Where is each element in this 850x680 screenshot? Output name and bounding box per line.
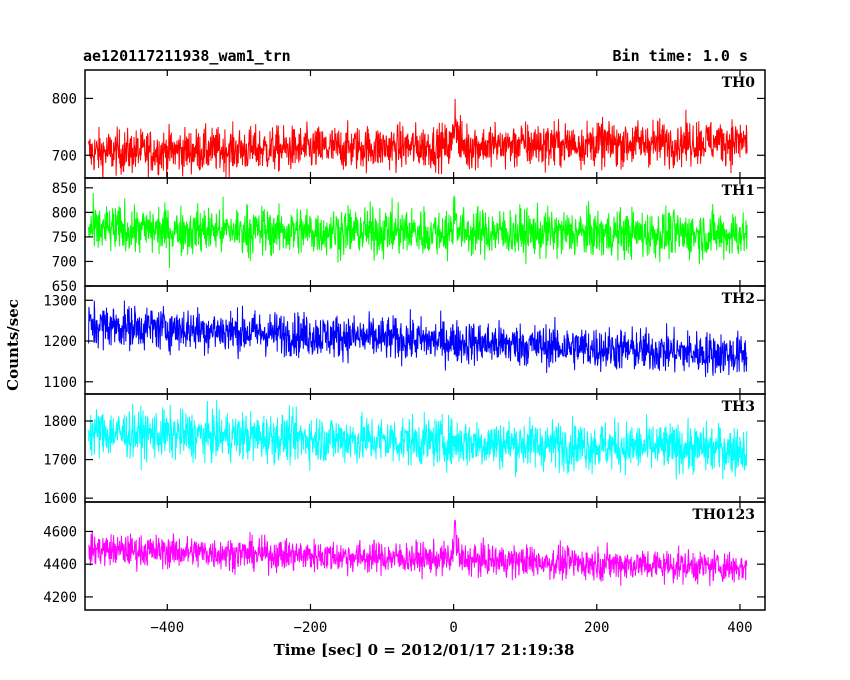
y-tick-label: 1800 [43,414,77,430]
panel-label-th3: TH3 [722,399,755,415]
y-tick-label: 1100 [43,375,77,391]
panel-th0: 700 800 TH0 [52,69,766,179]
panel-th1: 650 700 750 800 850 TH1 [52,177,766,295]
y-tick-label: 1600 [43,491,77,507]
y-axis-label: Counts/sec [4,299,22,391]
panel-label-th0: TH0 [722,75,756,91]
y-tick-label: 700 [52,148,77,164]
x-tick-label: 0 [449,620,457,636]
x-axis-label: Time [sec] 0 = 2012/01/17 21:19:38 [274,641,575,659]
y-tick-label: 4400 [43,557,77,573]
y-tick-label: 700 [52,254,77,270]
y-tick-label: 650 [52,279,77,295]
y-tick-label: 1200 [43,334,77,350]
x-axis: −400 −200 0 200 400 [150,620,752,636]
y-tick-label: 850 [52,181,77,197]
y-tick-label: 4200 [43,590,77,606]
y-tick-label: 1700 [43,453,77,469]
bin-time-label: Bin time: 1.0 s [613,47,748,65]
panel-label-th1: TH1 [722,183,755,199]
series-th1-line [88,193,748,269]
x-tick-label: 200 [584,620,609,636]
y-tick-label: 800 [52,205,77,221]
panel-th2: 1100 1200 1300 TH2 [43,285,766,395]
panel-th0123: 4200 4400 4600 TH0123 [43,501,766,611]
y-tick-label: 800 [52,91,77,107]
figure-title: ae120117211938_wam1_trn [83,47,291,65]
panels-group: 700 800 TH0 650 700 750 800 850 TH1 1100 1200 1300 T… [43,69,766,611]
x-tick-label: 400 [727,620,752,636]
y-tick-label: 750 [52,230,77,246]
series-th0-line [88,98,748,178]
series-th3-line [88,399,748,480]
x-tick-label: −200 [294,620,328,636]
series-th0123-line [88,519,748,587]
panel-label-th2: TH2 [722,291,755,307]
panel-th3: 1600 1700 1800 TH3 [43,393,766,507]
panel-frame [84,501,766,611]
panel-label-th0123: TH0123 [692,507,755,523]
series-th2-line [88,300,748,378]
y-tick-label: 1300 [43,293,77,309]
y-tick-label: 4600 [43,524,77,540]
x-tick-label: −400 [150,620,184,636]
